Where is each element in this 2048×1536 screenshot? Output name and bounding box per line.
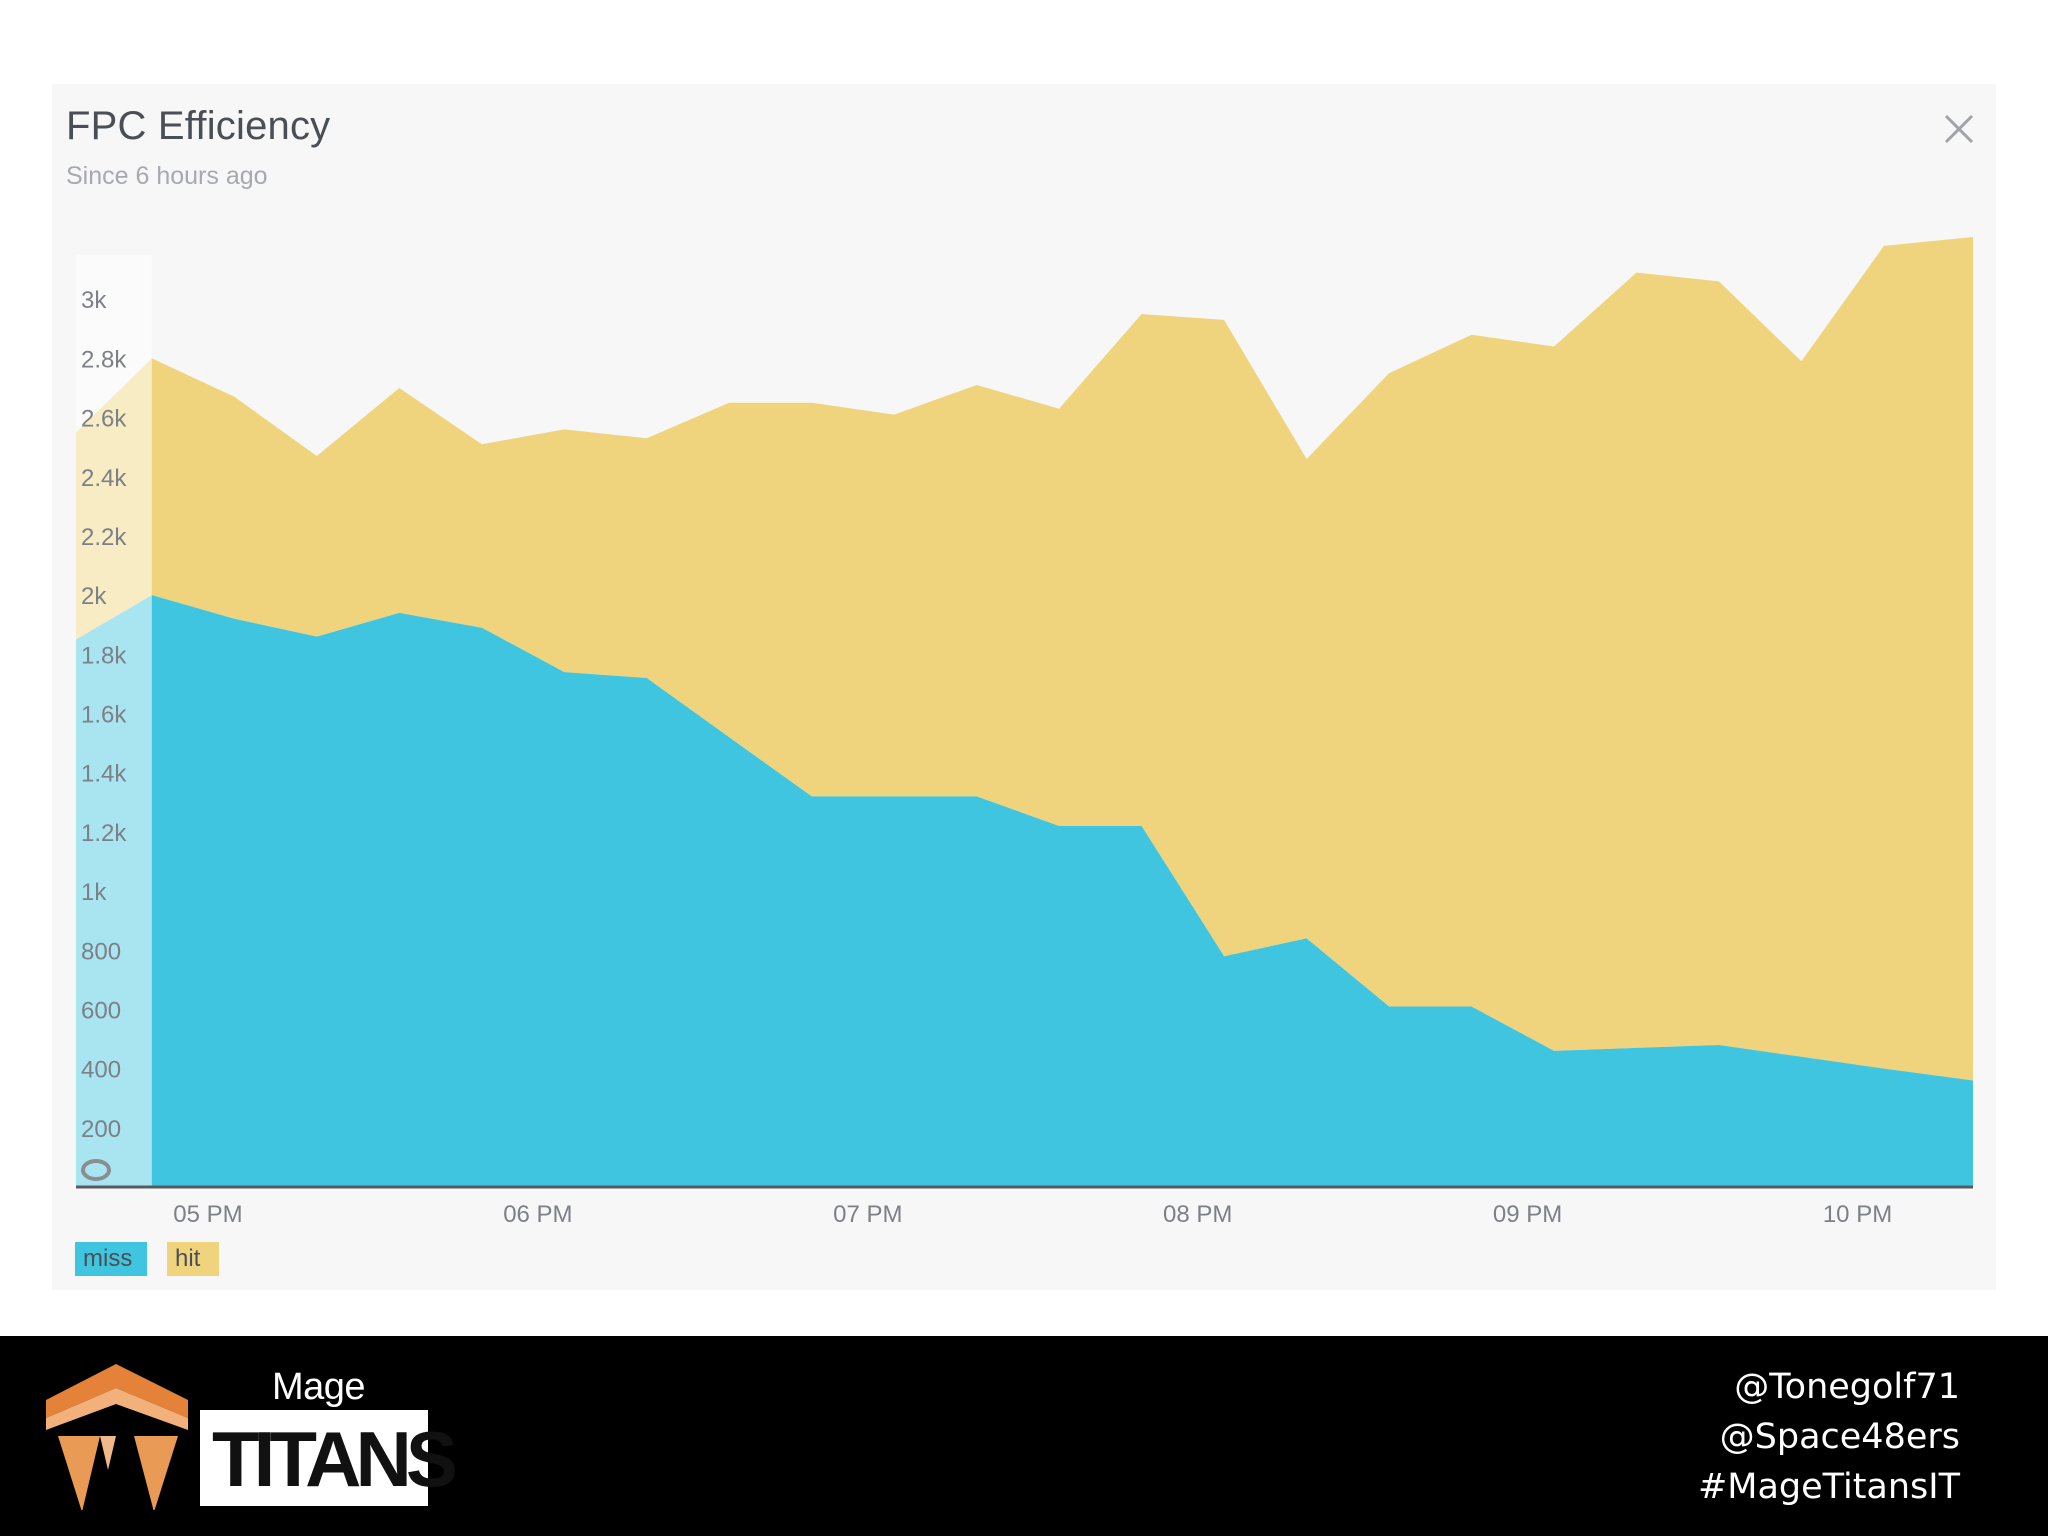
logo-mage-text: Mage (272, 1366, 366, 1408)
x-tick-label: 07 PM (833, 1201, 902, 1228)
social-handles: @Tonegolf71 @Space48ers #MageTitansIT (1698, 1362, 1960, 1512)
y-tick-label: 600 (81, 997, 121, 1024)
area-chart: 200 400 600 800 1k 1.2k 1.4k 1.6k 1.8k 2k 2.2k 2.4k… (75, 236, 1974, 1228)
x-tick-label: 09 PM (1493, 1201, 1562, 1228)
x-tick-label: 10 PM (1823, 1201, 1892, 1228)
logo-titans-box (200, 1410, 428, 1506)
legend-hit[interactable]: hit (167, 1242, 219, 1276)
y-tick-label: 1.2k (81, 820, 127, 847)
legend-miss-label: miss (83, 1245, 133, 1272)
y-tick-label: 2.2k (81, 524, 127, 551)
y-tick-label: 800 (81, 938, 121, 965)
hashtag-magetitans: #MageTitansIT (1697, 1467, 1960, 1507)
y-tick-label: 2.8k (81, 346, 127, 373)
chart-subtitle: Since 6 hours ago (66, 162, 268, 190)
handle-space48: @Space48ers (1719, 1417, 1960, 1457)
y-tick-label: 2.4k (81, 465, 127, 492)
logo-titans-text: TITANS (212, 1415, 458, 1503)
y-tick-label: 3k (81, 287, 107, 314)
titans-logo-icon (46, 1364, 188, 1510)
y-tick-label: 1k (81, 879, 107, 906)
series-hit-area (76, 237, 1973, 1081)
chart-title: FPC Efficiency (66, 104, 331, 148)
y-tick-label: 1.6k (81, 702, 127, 729)
y-tick-label: 1.4k (81, 761, 127, 788)
y-tick-label: 200 (81, 1116, 121, 1143)
y-tick-label: 1.8k (81, 642, 127, 669)
hover-band (76, 255, 152, 1187)
handle-tonegolf: @Tonegolf71 (1734, 1367, 1960, 1407)
x-tick-label: 08 PM (1163, 1201, 1232, 1228)
legend-miss[interactable]: miss (75, 1242, 147, 1276)
y-zero-marker (81, 1159, 111, 1181)
series-miss-area (76, 595, 1973, 1187)
y-tick-label: 2.6k (81, 406, 127, 433)
y-tick-label: 2k (81, 583, 107, 610)
x-tick-label: 06 PM (503, 1201, 572, 1228)
x-tick-label: 05 PM (173, 1201, 242, 1228)
legend-hit-label: hit (175, 1245, 201, 1272)
close-icon[interactable] (1940, 110, 1978, 148)
y-tick-label: 400 (81, 1057, 121, 1084)
